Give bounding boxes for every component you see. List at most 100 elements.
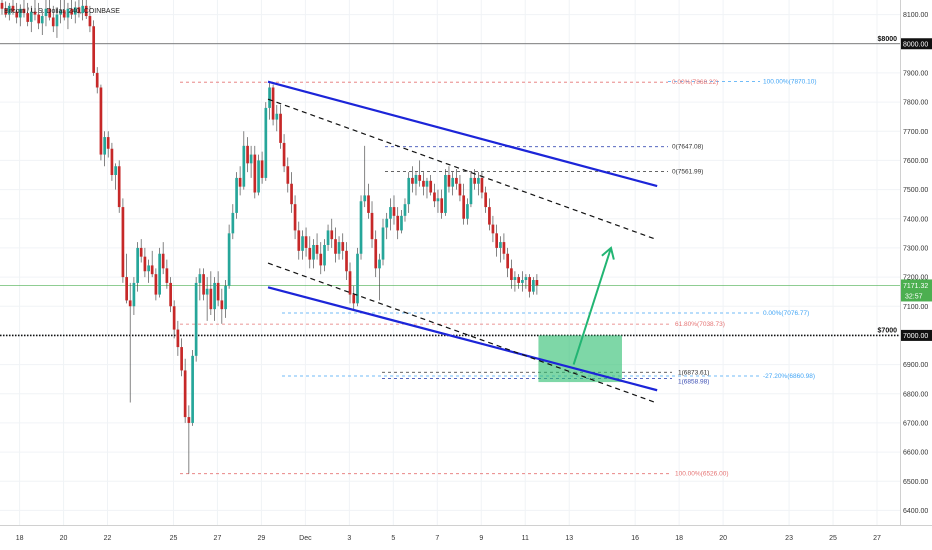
candle-body [447, 175, 451, 187]
candle-body [330, 230, 334, 240]
candle-body [458, 183, 462, 196]
candle-body [524, 277, 528, 280]
candle-body [70, 8, 74, 15]
candle-body [33, 11, 37, 15]
candle-body [147, 265, 150, 272]
candle-body [535, 280, 539, 286]
candle-body [484, 192, 488, 208]
current-price-badge [901, 279, 932, 302]
candle-body [473, 177, 477, 184]
y-tick-label: 6900.00 [903, 362, 928, 369]
candle-body [7, 5, 11, 15]
candle-body [268, 87, 271, 108]
candle-body [403, 204, 407, 216]
candle-body [400, 215, 403, 231]
candle-body [436, 198, 440, 202]
candle-body [396, 215, 400, 231]
key-level-badge [901, 38, 932, 50]
candle-body [143, 256, 147, 272]
candle-body [62, 10, 66, 18]
fib-label: 0.00%(7076.77) [763, 310, 809, 317]
candle-body [224, 285, 227, 310]
candle-body [469, 177, 473, 205]
fib-label: 100.00%(6526.00) [675, 471, 729, 478]
x-tick-label: 27 [873, 535, 881, 542]
y-tick-label: 6600.00 [903, 450, 928, 457]
candle-body [323, 245, 326, 266]
fib-label: -27.20%(6860.98) [763, 373, 815, 380]
candle-body [125, 277, 129, 301]
candle-body [422, 180, 425, 187]
candle-body [352, 294, 356, 304]
key-level-badge-text: 8000.00 [903, 41, 928, 48]
candle-body [128, 300, 132, 307]
x-tick-label: 3 [347, 535, 351, 542]
candle-body [246, 145, 249, 164]
candle-body [367, 195, 370, 213]
candle-body [73, 7, 77, 15]
current-price-badge-text: 7171.32 [903, 283, 928, 290]
candle-body [385, 218, 389, 228]
candle-body [312, 245, 315, 260]
key-level-badge [901, 329, 932, 341]
candle-body [510, 268, 513, 280]
candle-body [40, 16, 44, 24]
candle-body [517, 277, 520, 283]
candle-body [389, 207, 392, 219]
candle-body [433, 192, 436, 202]
candle-body [238, 177, 242, 187]
candle-body [370, 212, 374, 240]
candle-body [275, 113, 279, 120]
x-tick-label: 5 [391, 535, 395, 542]
candle-body [0, 2, 4, 9]
candle-body [213, 282, 216, 310]
current-price-countdown: 32:57 [905, 293, 923, 300]
candle-body [55, 14, 59, 27]
candle-body [337, 242, 341, 254]
candle-body [279, 113, 282, 143]
candle-body [114, 166, 118, 175]
candle-body [180, 347, 183, 371]
fib-label: 0.00%(7868.22) [672, 79, 718, 86]
x-tick-label: 13 [565, 535, 573, 542]
candle-body [466, 204, 469, 219]
channel-lower-line [267, 286, 658, 392]
candle-body [231, 212, 235, 234]
candle-body [15, 11, 19, 18]
candle-body [205, 288, 209, 295]
candle-body [209, 288, 213, 310]
y-tick-label: 7600.00 [903, 158, 928, 165]
candle-body [260, 160, 264, 178]
candle-body [136, 247, 139, 283]
candle-body [495, 233, 499, 248]
y-tick-label: 6800.00 [903, 391, 928, 398]
candle-body [521, 280, 524, 283]
candle-body [363, 195, 367, 202]
x-tick-label: 16 [631, 535, 639, 542]
candle-body [81, 5, 85, 14]
candle-body [22, 8, 26, 14]
candle-body [235, 177, 238, 213]
candle-body [165, 268, 169, 283]
candle-body [374, 239, 378, 269]
candle-body [381, 227, 385, 260]
candle-body [414, 175, 418, 184]
candle-body [378, 259, 381, 269]
candle-body [77, 7, 81, 14]
candle-body [249, 154, 253, 164]
candle-body [139, 247, 143, 257]
candle-body [326, 230, 330, 245]
candle-body [491, 224, 495, 234]
candle-body [121, 207, 125, 278]
candle-body [253, 154, 257, 193]
candle-body [297, 230, 301, 251]
candles-layer [0, 0, 539, 474]
fib-label: 61.80%(7038.73) [675, 321, 725, 328]
candle-body [425, 180, 429, 187]
y-tick-label: 6700.00 [903, 420, 928, 427]
chart-title: Bitcoin / U.S. Dollar, 240, COINBASE [4, 8, 120, 15]
x-tick-label: 27 [214, 535, 222, 542]
candle-body [480, 177, 484, 193]
candle-body [158, 253, 161, 295]
candle-body [29, 11, 33, 22]
